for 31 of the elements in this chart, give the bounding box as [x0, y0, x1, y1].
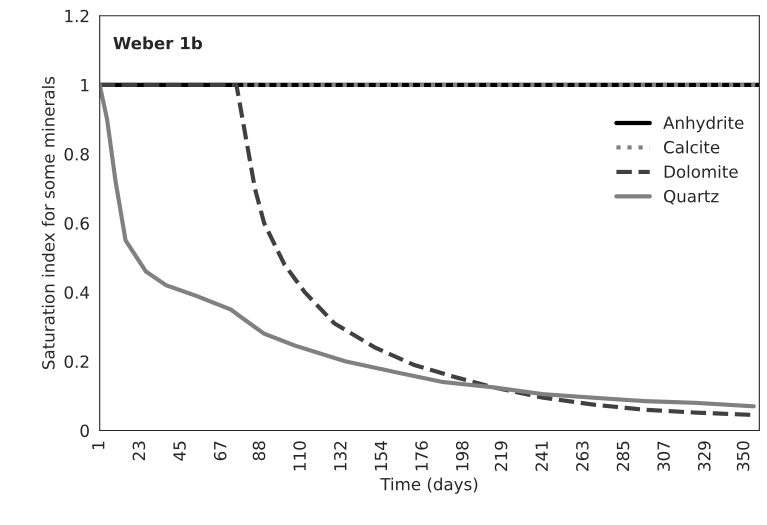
x-tick-label: 241 [535, 442, 548, 471]
x-tick-label: 329 [698, 441, 711, 471]
legend-label: Dolomite [664, 165, 738, 178]
text: Weber 1b [113, 36, 202, 50]
y-tick-label: 0.6 [64, 217, 89, 230]
y-tick-label: 1 [81, 79, 88, 92]
x-tick-label: 307 [657, 442, 670, 471]
x-tick-label: 198 [456, 441, 469, 470]
x-tick-label: 350 [736, 441, 750, 471]
legend-label: Calcite [664, 140, 720, 154]
legend-label: Anhydrite [663, 116, 744, 132]
x-tick-label: 132 [334, 442, 347, 470]
x-tick-label: 219 [494, 441, 508, 471]
y-tick-label: 0.2 [64, 355, 88, 368]
x-tick-label: 45 [173, 442, 186, 461]
y-axis-title: Saturation index for some minerals [42, 76, 55, 370]
x-tick-label: 285 [616, 442, 630, 471]
x-tick-label: 88 [252, 441, 266, 460]
x-tick-label: 1 [92, 442, 104, 449]
y-tick-label: 0.8 [64, 148, 89, 161]
x-axis-title: Time (days) [380, 478, 478, 494]
x-tick-label: 67 [214, 442, 226, 460]
y-tick-label: 0.4 [64, 286, 90, 299]
x-tick-label: 263 [576, 442, 589, 471]
x-tick-label: 23 [132, 442, 146, 460]
legend-label: Quartz [664, 190, 718, 204]
x-tick-label: 154 [374, 441, 388, 470]
y-tick-label: 1.2 [65, 10, 88, 22]
x-tick-label: 176 [415, 441, 428, 470]
x-tick-label: 110 [293, 441, 306, 470]
y-tick-label: 0 [80, 424, 89, 438]
